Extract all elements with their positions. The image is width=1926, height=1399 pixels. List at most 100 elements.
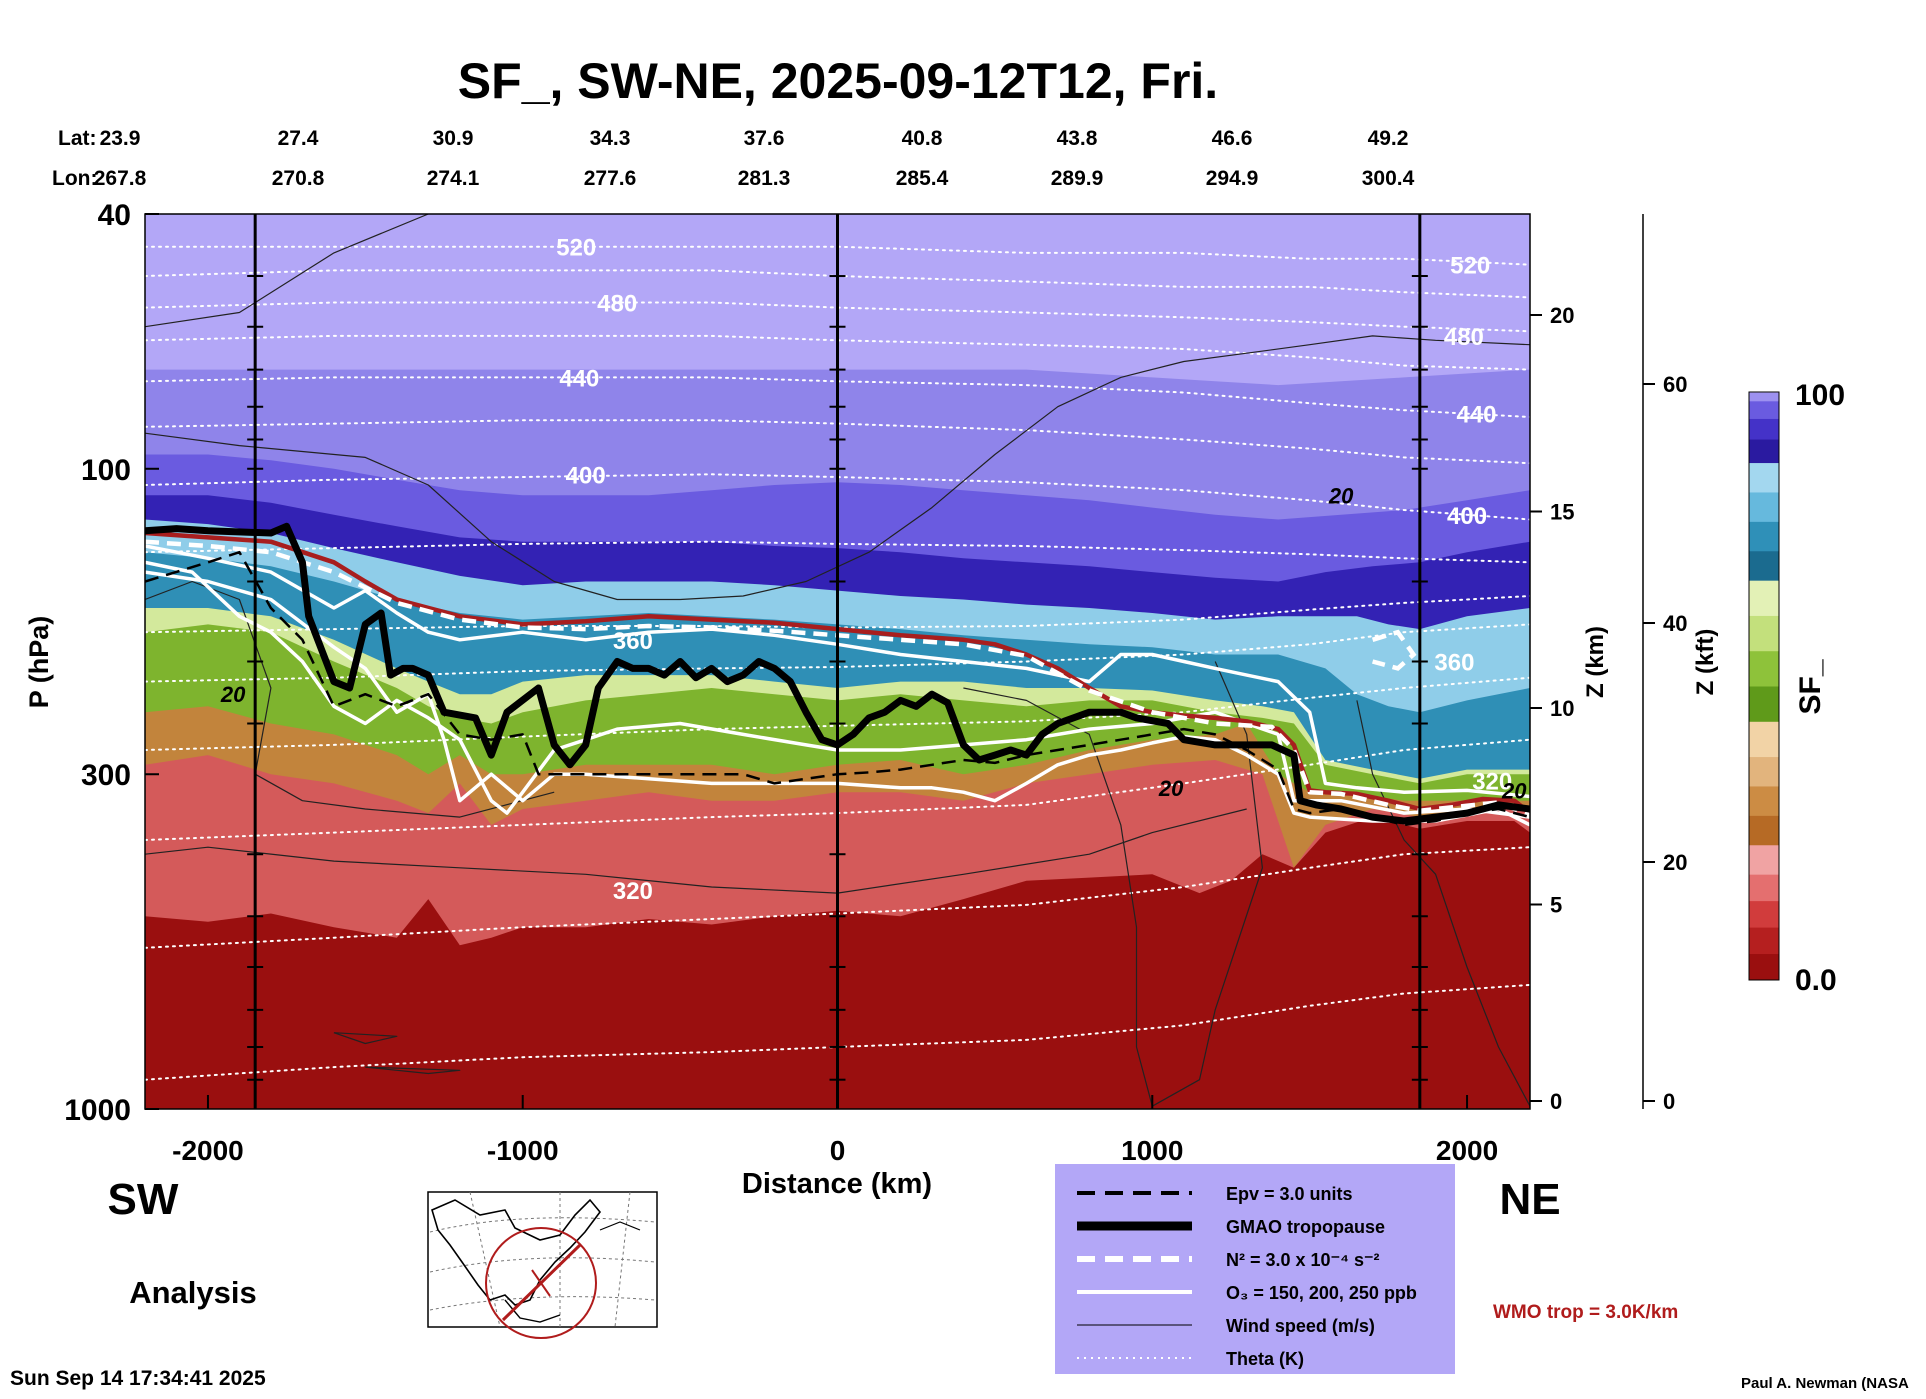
vertical-reference-lines	[247, 214, 1428, 1109]
theta-label: 320	[1472, 769, 1512, 796]
x-axis-label: Distance (km)	[742, 1168, 932, 1200]
n2-contour-blob	[1371, 629, 1417, 671]
z-km-tick-label: 15	[1550, 500, 1574, 525]
theta-label: 440	[559, 365, 599, 392]
theta-label: 440	[1456, 402, 1496, 429]
legend-item: GMAO tropopause	[1077, 1217, 1385, 1237]
z-kft-axis-label: Z (kft)	[1692, 629, 1719, 696]
wind-line	[963, 687, 1153, 1107]
lat-value: 30.9	[433, 127, 474, 150]
colorbar-segment	[1749, 927, 1779, 955]
colorbar-segment	[1749, 521, 1779, 552]
theta-line-420	[145, 419, 1530, 465]
z-km-tick-label: 5	[1550, 893, 1562, 918]
colorbar-segment	[1749, 615, 1779, 652]
lat-header-label: Lat:	[58, 127, 97, 150]
colorbar-segment	[1749, 580, 1779, 616]
wind-label: 20	[1328, 483, 1354, 508]
theta-label: 360	[1434, 650, 1474, 677]
analysis-label: Analysis	[129, 1275, 257, 1310]
ozone-line	[145, 560, 1530, 819]
theta-line-400	[145, 473, 1530, 521]
z-km-axis-label: Z (km)	[1582, 626, 1609, 698]
theta-line-500	[145, 269, 1530, 299]
colorbar-segment	[1749, 785, 1779, 816]
colorbar-segment	[1749, 392, 1779, 402]
colorbar-segment	[1749, 418, 1779, 440]
theta-label: 400	[566, 462, 606, 489]
lat-value: 46.6	[1212, 127, 1253, 150]
x-tick-label: -2000	[172, 1135, 244, 1166]
colorbar-segment	[1749, 953, 1779, 981]
wind-label: 20	[1501, 778, 1527, 803]
y-tick-label: 1000	[64, 1094, 131, 1127]
wind-line	[1356, 700, 1530, 1107]
wind-label: 20	[1158, 776, 1184, 801]
y-axis-label: P (hPa)	[24, 616, 54, 709]
legend-label: Wind speed (m/s)	[1226, 1316, 1375, 1336]
wmo-trop-label: WMO trop = 3.0K/km	[1493, 1302, 1678, 1323]
lat-value: 27.4	[278, 127, 319, 150]
lon-value: 300.4	[1362, 167, 1415, 190]
contour-labels: 3203604004404805203604004404805203202020…	[220, 235, 1527, 905]
z-km-tick-label: 20	[1550, 303, 1574, 328]
plot-area: 3203604004404805203604004404805203202020…	[145, 214, 1530, 1109]
legend-item: Wind speed (m/s)	[1077, 1316, 1375, 1336]
colorbar-segment	[1749, 686, 1779, 722]
theta-label: 520	[1450, 253, 1490, 280]
legend-label: N² = 3.0 x 10⁻⁴ s⁻²	[1226, 1250, 1379, 1270]
colorbar-min-label: 0.0	[1795, 964, 1837, 997]
gmao-tropopause-line	[145, 522, 1530, 825]
wind-line	[145, 214, 429, 328]
legend-label: O₃ = 150, 200, 250 ppb	[1226, 1283, 1417, 1303]
colorbar-segment	[1749, 721, 1779, 758]
wind-line	[365, 1066, 461, 1075]
colorbar-segment	[1749, 756, 1779, 787]
colorbar: 100 0.0	[1748, 379, 1845, 997]
legend-item: O₃ = 150, 200, 250 ppb	[1077, 1283, 1417, 1303]
epv-line	[145, 550, 1530, 827]
colorbar-max-label: 100	[1795, 379, 1845, 412]
theta-line-480	[145, 301, 1530, 333]
z-kft-tick-label: 40	[1663, 611, 1687, 636]
theta-label: 360	[613, 628, 653, 655]
lon-value: 270.8	[272, 167, 325, 190]
colorbar-segment	[1749, 462, 1779, 493]
legend-label: GMAO tropopause	[1226, 1217, 1385, 1237]
theta-contours	[145, 245, 1530, 1081]
colorbar-segment	[1749, 650, 1779, 687]
y-tick-label: 300	[81, 759, 131, 792]
wind-line	[145, 808, 1247, 894]
wind-contours	[145, 214, 1530, 1107]
colorbar-segment	[1749, 874, 1779, 902]
lat-value: 49.2	[1368, 127, 1409, 150]
legend-label: Theta (K)	[1226, 1349, 1304, 1369]
lat-value: 34.3	[590, 127, 631, 150]
legend: Epv = 3.0 units GMAO tropopause N² = 3.0 x…	[1055, 1164, 1455, 1374]
inset-map	[427, 1191, 658, 1339]
theta-label: 400	[1447, 503, 1487, 530]
x-tick-label: 0	[830, 1135, 846, 1166]
lat-value: 40.8	[902, 127, 943, 150]
legend-label: Epv = 3.0 units	[1226, 1184, 1353, 1204]
lat-value: 23.9	[100, 127, 141, 150]
y-tick-label: 100	[81, 454, 131, 487]
wind-line	[333, 1032, 398, 1045]
theta-line-460	[145, 334, 1530, 371]
lon-value: 285.4	[896, 167, 949, 190]
theta-line-330	[145, 676, 1530, 751]
theta-line-520	[145, 245, 1530, 266]
latlon-labels: 23.9 267.8 27.4 270.8 30.9 274.1 34.3 277.6 37.6…	[94, 127, 1415, 190]
theta-line-440	[145, 376, 1530, 418]
x-tick-label: 1000	[1121, 1135, 1183, 1166]
colorbar-segment	[1749, 815, 1779, 846]
z-km-tick-label: 10	[1550, 696, 1574, 721]
theta-label: 480	[1444, 324, 1484, 351]
theta-label: 480	[597, 291, 637, 318]
ozone-line	[145, 544, 1530, 799]
theta-line-345	[145, 623, 1530, 683]
legend-item: N² = 3.0 x 10⁻⁴ s⁻²	[1077, 1250, 1379, 1270]
x-tick-label: -1000	[487, 1135, 559, 1166]
wmo-tropopause-line	[145, 530, 1530, 815]
